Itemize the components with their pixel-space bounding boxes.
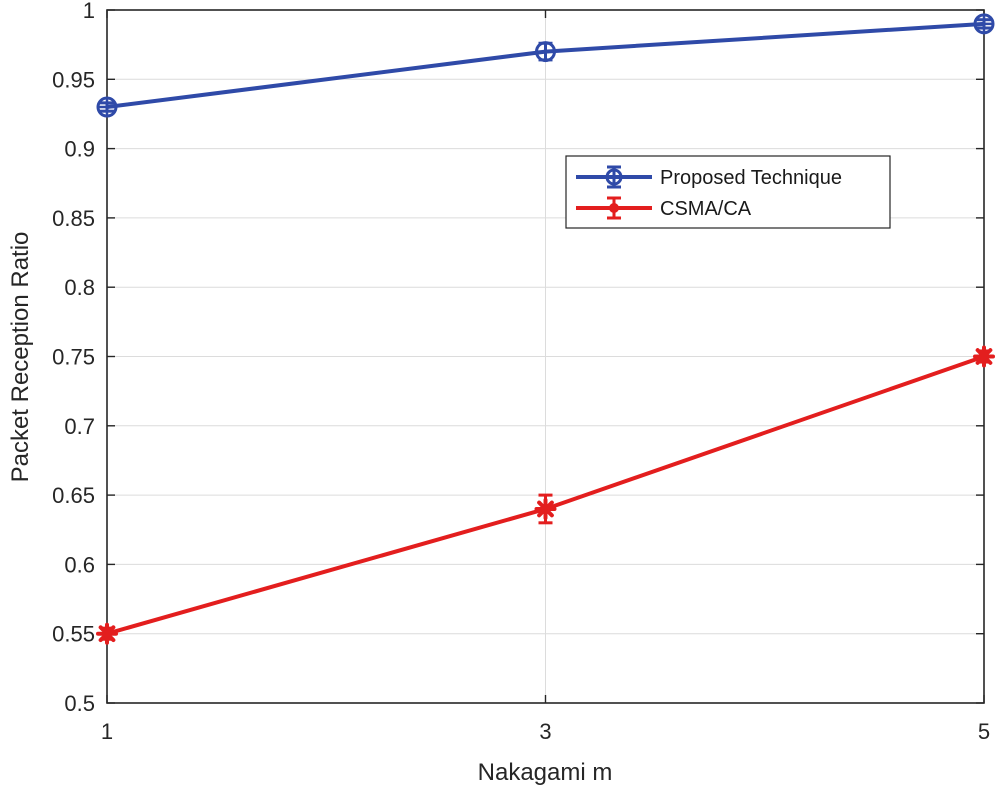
legend-marker (605, 168, 623, 186)
x-tick-label: 5 (978, 719, 990, 744)
y-tick-label: 0.8 (64, 275, 95, 300)
y-tick-label: 0.6 (64, 552, 95, 577)
y-tick-label: 0.65 (52, 483, 95, 508)
y-tick-labels: 0.5 0.55 0.6 0.65 0.7 0.75 0.8 0.85 0.9 0.95 1 (52, 0, 95, 716)
data-point (534, 497, 557, 520)
legend-marker (609, 203, 619, 213)
legend: Proposed Technique CSMA/CA (565, 155, 891, 229)
y-axis-label: Packet Reception Ratio (7, 232, 34, 483)
y-tick-label: 0.95 (52, 67, 95, 92)
marker-core (103, 629, 111, 638)
legend-label: Proposed Technique (660, 167, 842, 189)
data-point (973, 345, 995, 368)
y-tick-label: 0.9 (64, 137, 95, 162)
y-tick-label: 0.5 (64, 691, 95, 716)
series-layer (96, 13, 995, 645)
data-point (96, 96, 118, 118)
y-tick-label: 0.7 (64, 414, 95, 439)
legend-entries: Proposed Technique CSMA/CA (576, 165, 842, 220)
series-proposed-technique (96, 13, 995, 118)
legend-label: CSMA/CA (660, 198, 752, 220)
data-point (535, 41, 556, 63)
marker-core (541, 504, 550, 513)
data-point (96, 622, 118, 645)
y-tick-label: 0.75 (52, 345, 95, 370)
x-tick-label: 3 (539, 719, 551, 744)
legend-entry: CSMA/CA (576, 196, 752, 220)
data-point (973, 13, 995, 35)
y-tick-label: 1 (83, 0, 95, 23)
x-tick-labels: 1 3 5 (101, 719, 990, 744)
y-tick-label: 0.55 (52, 622, 95, 647)
x-tick-label: 1 (101, 719, 113, 744)
y-tick-label: 0.85 (52, 206, 95, 231)
series-csma-ca (96, 345, 995, 645)
marker-core (980, 352, 988, 361)
legend-entry: Proposed Technique (576, 165, 842, 189)
x-axis-label: Nakagami m (478, 759, 613, 786)
grid-lines (106, 9, 985, 704)
